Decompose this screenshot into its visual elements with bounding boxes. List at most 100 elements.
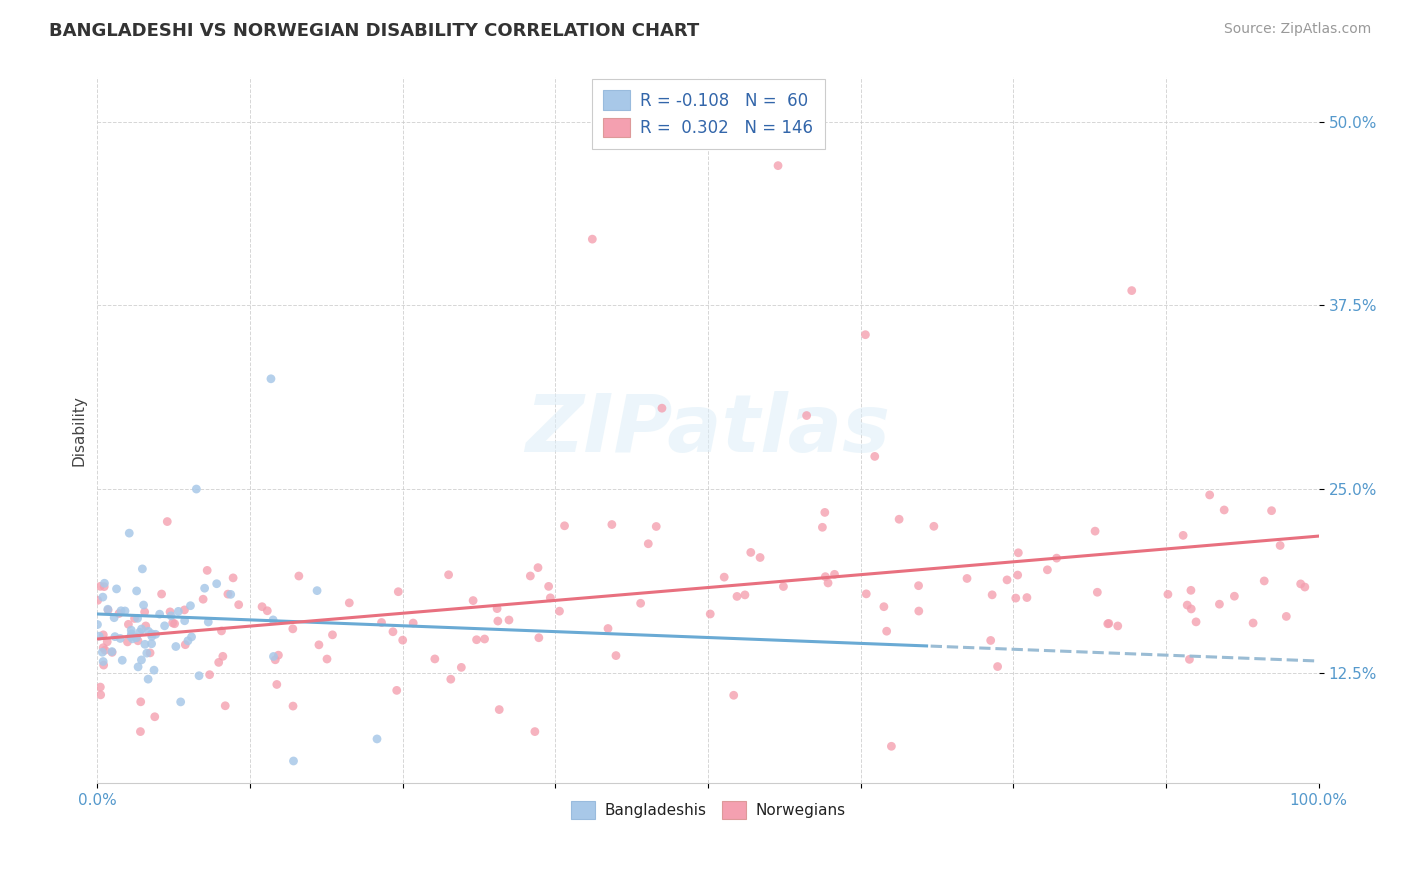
Point: [1275, 609, 1298, 624]
Point: [141, 637, 163, 651]
Point: [740, 545, 762, 559]
Point: [143, 710, 166, 724]
Point: [486, 614, 509, 628]
Point: [337, 596, 360, 610]
Point: [1253, 574, 1275, 588]
Point: [263, 649, 285, 664]
Point: [498, 613, 520, 627]
Point: [486, 601, 509, 615]
Point: [86, 593, 108, 607]
Point: [217, 587, 239, 601]
Point: [713, 570, 735, 584]
Point: [111, 653, 134, 667]
Point: [108, 607, 131, 621]
Point: [796, 409, 818, 423]
Point: [174, 638, 197, 652]
Legend: Bangladeshis, Norwegians: Bangladeshis, Norwegians: [565, 795, 852, 825]
Point: [465, 632, 488, 647]
Point: [1007, 546, 1029, 560]
Point: [817, 576, 839, 591]
Point: [153, 619, 176, 633]
Point: [772, 580, 794, 594]
Point: [863, 450, 886, 464]
Point: [96, 634, 118, 648]
Point: [855, 327, 877, 342]
Point: [488, 702, 510, 716]
Point: [93, 580, 115, 594]
Point: [876, 624, 898, 639]
Point: [219, 587, 242, 601]
Point: [103, 610, 125, 624]
Point: [907, 604, 929, 618]
Point: [651, 401, 673, 416]
Point: [1180, 583, 1202, 598]
Point: [596, 622, 619, 636]
Point: [228, 598, 250, 612]
Point: [381, 624, 404, 639]
Point: [266, 677, 288, 691]
Point: [321, 628, 343, 642]
Point: [159, 605, 181, 619]
Point: [880, 739, 903, 754]
Point: [132, 598, 155, 612]
Text: Source: ZipAtlas.com: Source: ZipAtlas.com: [1223, 22, 1371, 37]
Point: [127, 611, 149, 625]
Point: [887, 512, 910, 526]
Point: [1097, 616, 1119, 631]
Point: [262, 613, 284, 627]
Point: [121, 627, 143, 641]
Point: [288, 569, 311, 583]
Point: [1175, 598, 1198, 612]
Point: [307, 583, 329, 598]
Point: [1084, 524, 1107, 538]
Point: [637, 537, 659, 551]
Point: [440, 672, 463, 686]
Point: [91, 628, 114, 642]
Point: [548, 604, 571, 618]
Point: [177, 633, 200, 648]
Point: [855, 587, 877, 601]
Point: [90, 688, 112, 702]
Point: [922, 519, 945, 533]
Point: [129, 724, 152, 739]
Point: [167, 604, 190, 618]
Point: [1289, 577, 1312, 591]
Point: [605, 648, 627, 663]
Point: [450, 660, 472, 674]
Point: [527, 560, 550, 574]
Point: [135, 619, 157, 633]
Point: [141, 627, 163, 641]
Point: [129, 695, 152, 709]
Point: [281, 622, 304, 636]
Point: [987, 659, 1010, 673]
Point: [1007, 568, 1029, 582]
Point: [104, 630, 127, 644]
Point: [208, 656, 231, 670]
Point: [188, 669, 211, 683]
Point: [699, 607, 721, 621]
Point: [814, 569, 837, 583]
Point: [387, 584, 409, 599]
Point: [554, 518, 576, 533]
Point: [437, 567, 460, 582]
Point: [101, 644, 124, 658]
Point: [256, 604, 278, 618]
Point: [121, 632, 143, 646]
Point: [127, 660, 149, 674]
Text: ZIPatlas: ZIPatlas: [526, 392, 890, 469]
Y-axis label: Disability: Disability: [72, 395, 86, 466]
Point: [1121, 284, 1143, 298]
Point: [723, 688, 745, 702]
Point: [211, 649, 233, 664]
Point: [766, 159, 789, 173]
Point: [143, 663, 166, 677]
Point: [97, 602, 120, 616]
Point: [150, 587, 173, 601]
Point: [186, 482, 208, 496]
Point: [135, 646, 157, 660]
Point: [197, 615, 219, 629]
Text: BANGLADESHI VS NORWEGIAN DISABILITY CORRELATION CHART: BANGLADESHI VS NORWEGIAN DISABILITY CORR…: [49, 22, 699, 40]
Point: [581, 232, 603, 246]
Point: [366, 731, 388, 746]
Point: [391, 633, 413, 648]
